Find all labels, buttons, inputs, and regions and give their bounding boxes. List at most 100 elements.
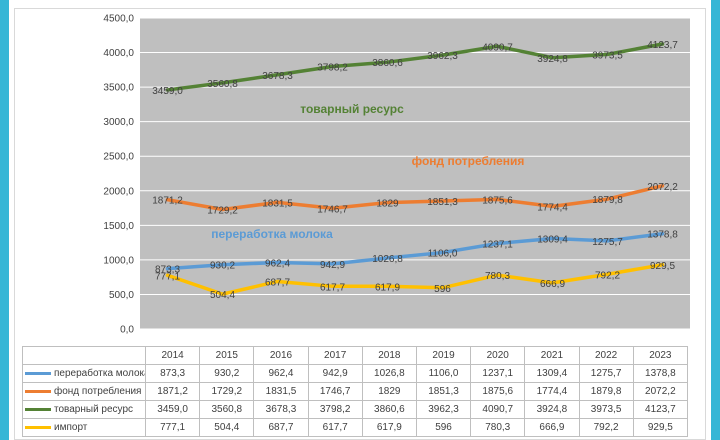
table-cell: 1774,4	[524, 382, 580, 401]
data-label: 1875,6	[482, 195, 513, 206]
data-label: 777,1	[155, 271, 180, 282]
data-label: 596	[434, 284, 451, 295]
table-cell: 504,4	[199, 418, 255, 437]
table-cell: 1729,2	[199, 382, 255, 401]
data-label: 3860,6	[372, 58, 403, 69]
table-cell: 1026,8	[361, 364, 417, 383]
data-label: 792,2	[595, 270, 620, 281]
table-cell: 792,2	[578, 418, 634, 437]
data-label: 687,7	[265, 277, 290, 288]
data-label: 617,7	[320, 282, 345, 293]
table-cell: 3798,2	[307, 400, 363, 419]
data-label: 3798,2	[317, 63, 348, 74]
x-tick-label: 2020	[470, 346, 526, 365]
y-tick-label: 2500,0	[103, 152, 134, 163]
legend-label: товарный ресурс	[54, 404, 133, 415]
data-label: 780,3	[485, 271, 510, 282]
data-label: 3973,5	[592, 50, 623, 61]
table-cell: 3678,3	[253, 400, 309, 419]
table-cell: 3962,3	[415, 400, 472, 419]
data-label: 1237,1	[482, 240, 513, 251]
table-cell: 3860,6	[361, 400, 417, 419]
y-tick-label: 4500,0	[103, 14, 134, 25]
legend-label: переработка молока	[54, 368, 146, 379]
legend-key	[25, 389, 51, 393]
series-line	[165, 184, 665, 212]
data-label: 4090,7	[482, 42, 513, 53]
y-tick-label: 2000,0	[103, 186, 134, 197]
legend-entry: фонд потребления	[22, 382, 146, 401]
series-line	[165, 231, 665, 271]
data-label: 3560,8	[207, 79, 238, 90]
legend-entry: товарный ресурс	[22, 400, 146, 419]
x-tick-label: 2018	[361, 346, 417, 365]
y-tick-label: 500,0	[109, 290, 134, 301]
y-tick-label: 4000,0	[103, 48, 134, 59]
y-tick-label: 1000,0	[103, 255, 134, 266]
table-cell: 929,5	[632, 418, 689, 437]
data-label: 1729,2	[207, 205, 238, 216]
data-label: 1871,2	[152, 196, 183, 207]
y-tick-label: 3500,0	[103, 83, 134, 94]
data-label: 930,2	[210, 261, 235, 272]
data-label: 1106,0	[428, 249, 458, 260]
table-cell: 617,9	[361, 418, 417, 437]
data-label: 3962,3	[427, 51, 458, 62]
left-accent-bar	[0, 0, 9, 440]
x-tick-label: 2014	[144, 346, 201, 365]
table-row: переработка молока 873,3 930,2 962,4 942,9 10…	[22, 364, 689, 383]
data-label: 1275,7	[592, 237, 623, 248]
data-label: 3924,8	[537, 54, 568, 65]
table-cell: 617,7	[307, 418, 363, 437]
data-label: 929,5	[650, 261, 675, 272]
data-label: 666,9	[540, 279, 565, 290]
legend-key	[25, 425, 51, 429]
data-label: 617,9	[375, 282, 400, 293]
table-cell: 1831,5	[253, 382, 309, 401]
data-label: 1309,4	[537, 235, 568, 246]
series-line	[165, 263, 665, 296]
table-cell: 3973,5	[578, 400, 634, 419]
table-cell: 1829	[361, 382, 417, 401]
table-cell: 1237,1	[470, 364, 526, 383]
x-tick-label: 2022	[578, 346, 634, 365]
y-tick-label: 3000,0	[103, 117, 134, 128]
y-tick-label: 1500,0	[103, 221, 134, 232]
annotation-commodity-resource: товарный ресурс	[300, 102, 404, 116]
legend-key	[25, 407, 51, 411]
table-cell: 666,9	[524, 418, 580, 437]
data-label: 1829	[376, 199, 399, 210]
annotation-consumption-fund: фонд потребления	[412, 154, 525, 168]
data-label: 1851,3	[427, 197, 458, 208]
legend-label: импорт	[54, 422, 88, 433]
table-cell: 1879,8	[578, 382, 634, 401]
table-cell: 1875,6	[470, 382, 526, 401]
data-label: 1378,8	[647, 230, 678, 241]
table-cell: 777,1	[144, 418, 201, 437]
data-table: 2014 2015 2016 2017 2018 2019 2020 2021 2022 2023…	[22, 346, 689, 437]
data-label: 873,3	[155, 265, 180, 276]
table-cell: 780,3	[470, 418, 526, 437]
table-row: фонд потребления 1871,2 1729,2 1831,5 1746,7…	[22, 382, 689, 401]
table-cell: 596	[415, 418, 472, 437]
data-label: 4123,7	[647, 40, 678, 51]
legend-entry: импорт	[22, 418, 146, 437]
table-row: товарный ресурс 3459,0 3560,8 3678,3 3798,2 3…	[22, 400, 689, 419]
table-cell: 1851,3	[415, 382, 472, 401]
data-label: 2072,2	[647, 182, 678, 193]
table-cell: 930,2	[199, 364, 255, 383]
table-cell: 1309,4	[524, 364, 580, 383]
table-cell: 1871,2	[144, 382, 201, 401]
table-cell: 1275,7	[578, 364, 634, 383]
table-cell: 4090,7	[470, 400, 526, 419]
data-label: 1746,7	[317, 204, 348, 215]
data-label: 962,4	[265, 258, 290, 269]
table-cell: 3560,8	[199, 400, 255, 419]
data-label: 1026,8	[372, 254, 403, 265]
data-label: 1879,8	[592, 195, 623, 206]
y-tick-label: 0,0	[120, 325, 134, 336]
table-row: импорт 777,1 504,4 687,7 617,7 617,9 596 780,3 6…	[22, 418, 689, 437]
table-corner-cell	[22, 346, 146, 365]
table-cell: 942,9	[307, 364, 363, 383]
